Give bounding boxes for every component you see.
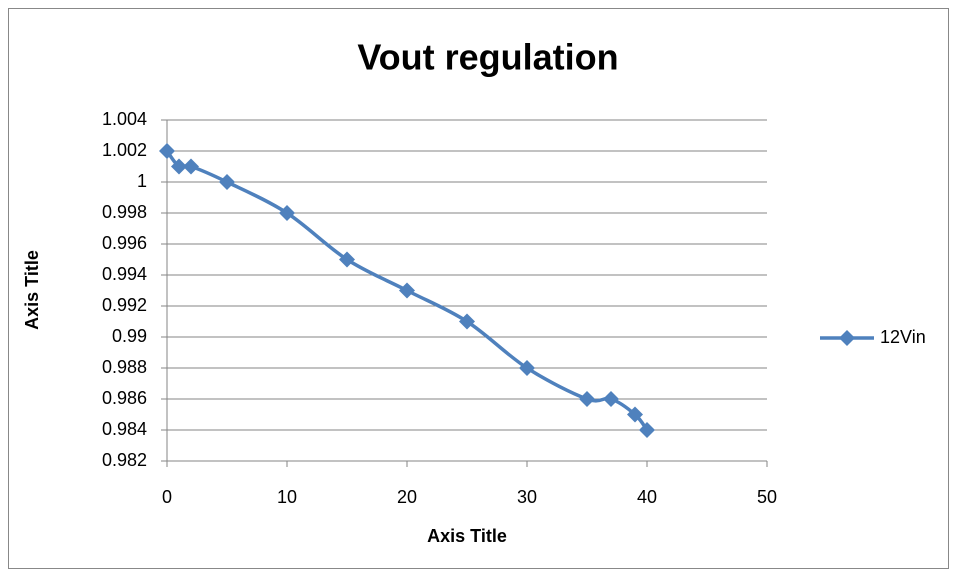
data-point (171, 158, 187, 175)
y-tick-label: 0.992 (102, 295, 147, 315)
data-point (627, 406, 643, 423)
y-tick-label: 0.99 (112, 326, 147, 346)
data-point (639, 422, 655, 438)
data-point (279, 205, 295, 221)
data-point (579, 391, 595, 407)
data-point (183, 158, 199, 175)
legend-marker (839, 330, 855, 346)
x-tick-label: 0 (162, 487, 172, 507)
y-tick-label: 0.988 (102, 357, 147, 377)
x-axis-title: Axis Title (427, 526, 507, 546)
x-tick-label: 50 (757, 487, 777, 507)
x-tick-label: 30 (517, 487, 537, 507)
y-tick-label: 1.002 (102, 140, 147, 160)
y-tick-label: 0.986 (102, 388, 147, 408)
data-point (339, 251, 355, 268)
y-tick-label: 1.004 (102, 109, 147, 129)
x-tick-label: 10 (277, 487, 297, 507)
x-tick-label: 20 (397, 487, 417, 507)
y-axis-title: Axis Title (22, 250, 42, 330)
y-tick-label: 0.996 (102, 233, 147, 253)
data-point (159, 143, 175, 159)
y-tick-label: 1 (137, 171, 147, 191)
data-point (603, 391, 619, 407)
data-point (219, 174, 235, 190)
x-tick-label: 40 (637, 487, 657, 507)
chart-title: Vout regulation (357, 37, 618, 78)
legend-label: 12Vin (880, 327, 926, 347)
y-tick-label: 0.982 (102, 450, 147, 470)
chart-border (8, 8, 949, 569)
y-tick-label: 0.994 (102, 264, 147, 284)
y-tick-label: 0.998 (102, 202, 147, 222)
data-point (459, 313, 475, 330)
data-point (399, 282, 415, 299)
data-point (519, 360, 535, 376)
y-tick-label: 0.984 (102, 419, 147, 439)
